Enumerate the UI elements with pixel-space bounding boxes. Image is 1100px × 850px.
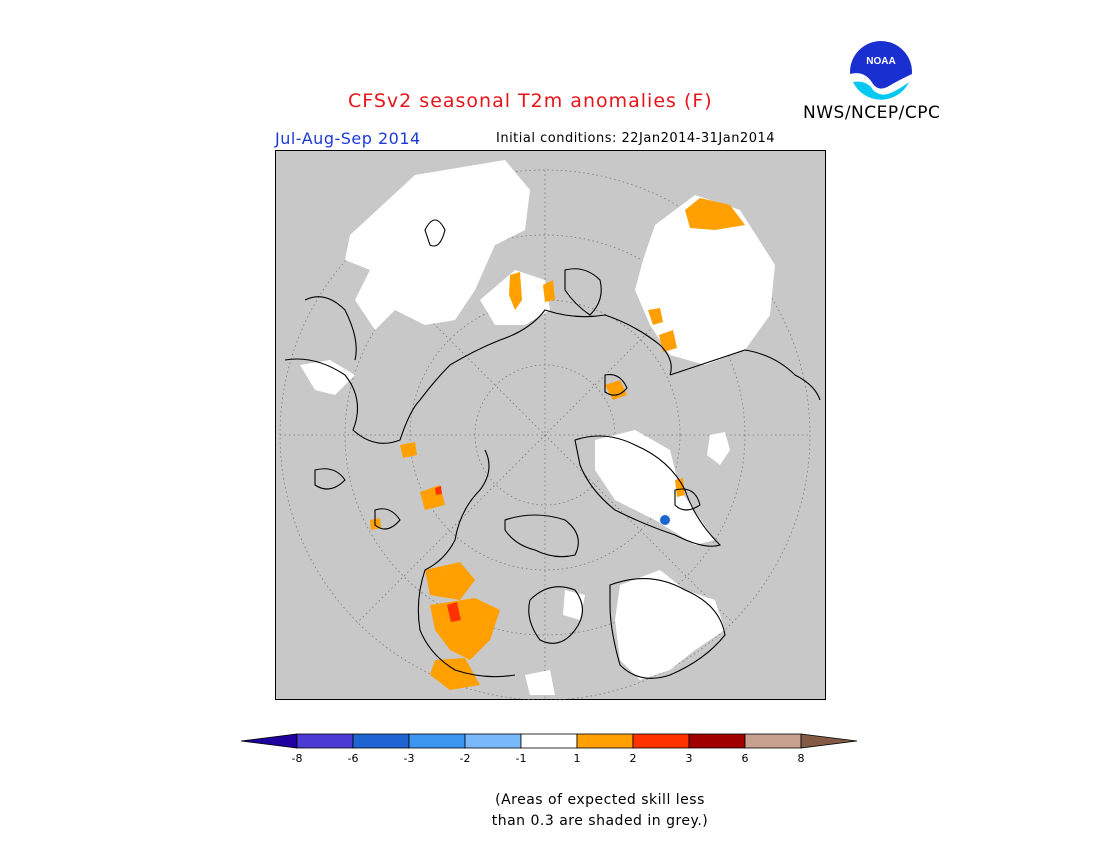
near-normal-regions <box>300 160 775 695</box>
legend-tick-label: -8 <box>292 752 303 765</box>
legend-tick-label: 6 <box>742 752 749 765</box>
legend-swatch <box>464 733 522 749</box>
legend-arrow-high <box>800 733 858 749</box>
legend-tick-label: -3 <box>404 752 415 765</box>
logo-water <box>853 81 909 100</box>
legend-tick-label: -6 <box>348 752 359 765</box>
polar-map <box>275 150 826 700</box>
legend-swatch <box>296 733 354 749</box>
coastlines <box>284 219 821 679</box>
legend-tick-label: -1 <box>516 752 527 765</box>
warm-anomaly-regions <box>370 198 745 690</box>
logo-wave <box>850 73 912 104</box>
legend-swatch <box>744 733 802 749</box>
legend-swatch <box>352 733 410 749</box>
legend-tick-label: 3 <box>686 752 693 765</box>
organization-label: NWS/NCEP/CPC <box>803 103 941 123</box>
legend-swatch <box>408 733 466 749</box>
initial-conditions-label: Initial conditions: 22Jan2014-31Jan2014 <box>496 131 776 146</box>
color-legend: -8 -6 -3 -2 -1 1 2 3 6 8 <box>240 733 858 765</box>
legend-swatch <box>688 733 746 749</box>
legend-tick-label: 8 <box>798 752 805 765</box>
legend-swatch <box>520 733 578 749</box>
skill-note: (Areas of expected skill less than 0.3 a… <box>491 792 709 829</box>
noaa-logo: NOAA <box>850 41 912 104</box>
map-title: CFSv2 seasonal T2m anomalies (F) <box>348 90 713 112</box>
hot-anomaly-spot-2 <box>435 486 442 495</box>
legend-arrow-low <box>240 733 298 749</box>
hot-anomaly-spot <box>447 602 461 622</box>
logo-text: NOAA <box>866 56 895 67</box>
cold-anomaly-spot <box>660 515 670 525</box>
season-label: Jul-Aug-Sep 2014 <box>275 129 421 148</box>
legend-tick-label: 1 <box>574 752 581 765</box>
legend-swatch <box>576 733 634 749</box>
legend-tick-label: -2 <box>460 752 471 765</box>
legend-tick-label: 2 <box>630 752 637 765</box>
legend-swatch <box>632 733 690 749</box>
